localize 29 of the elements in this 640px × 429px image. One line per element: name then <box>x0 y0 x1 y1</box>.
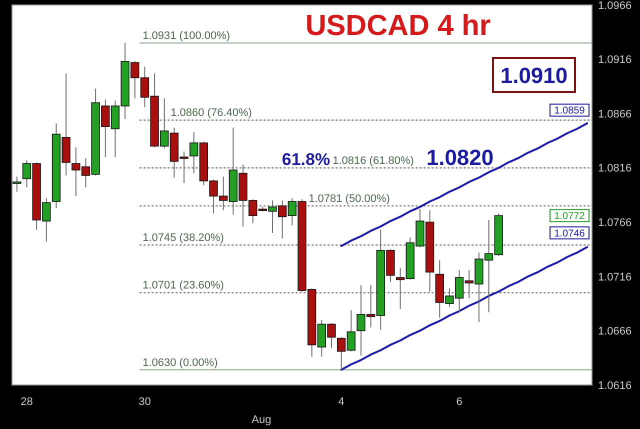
x-tick-label: 4 <box>338 396 344 408</box>
ref-line-label: 1.0931 (100.00%) <box>142 30 230 42</box>
ref-line-label: 1.0701 (23.60%) <box>142 280 224 292</box>
annotation: 1.0820 <box>426 145 494 170</box>
ref-line-label: 1.0781 (50.00%) <box>308 192 390 205</box>
chart-title: USDCAD 4 hr <box>305 10 491 42</box>
y-tick-label: 1.0766 <box>598 216 632 229</box>
x-axis-title: Aug <box>252 414 272 426</box>
y-tick-label: 1.0866 <box>598 108 632 120</box>
annotation: 1.0859 <box>554 106 586 117</box>
annotation: 1.0772 <box>554 211 586 222</box>
annotation: 1.0910 <box>500 63 568 88</box>
y-tick-label: 1.0616 <box>598 380 632 392</box>
y-tick-label: 1.0816 <box>598 162 632 175</box>
ref-line-label: 1.0745 (38.20%) <box>142 232 224 244</box>
line-series <box>340 246 588 371</box>
ref-line-label: 1.0630 (0.00%) <box>142 356 218 369</box>
y-tick-label: 1.0666 <box>598 326 632 338</box>
x-tick-label: 28 <box>20 396 33 408</box>
y-tick-label: 1.0916 <box>598 54 632 66</box>
ref-line-label: 1.0860 (76.40%) <box>170 107 252 120</box>
y-tick-label: 1.0966 <box>598 0 632 12</box>
x-tick-label: 30 <box>138 396 151 408</box>
candlestick <box>12 176 22 192</box>
ref-line-label: 1.0816 (61.80%) <box>332 154 414 167</box>
y-tick-label: 1.0716 <box>598 271 632 284</box>
annotation: 1.0746 <box>554 228 586 240</box>
x-tick-label: 6 <box>456 396 462 408</box>
annotation: 61.8% <box>282 150 330 169</box>
